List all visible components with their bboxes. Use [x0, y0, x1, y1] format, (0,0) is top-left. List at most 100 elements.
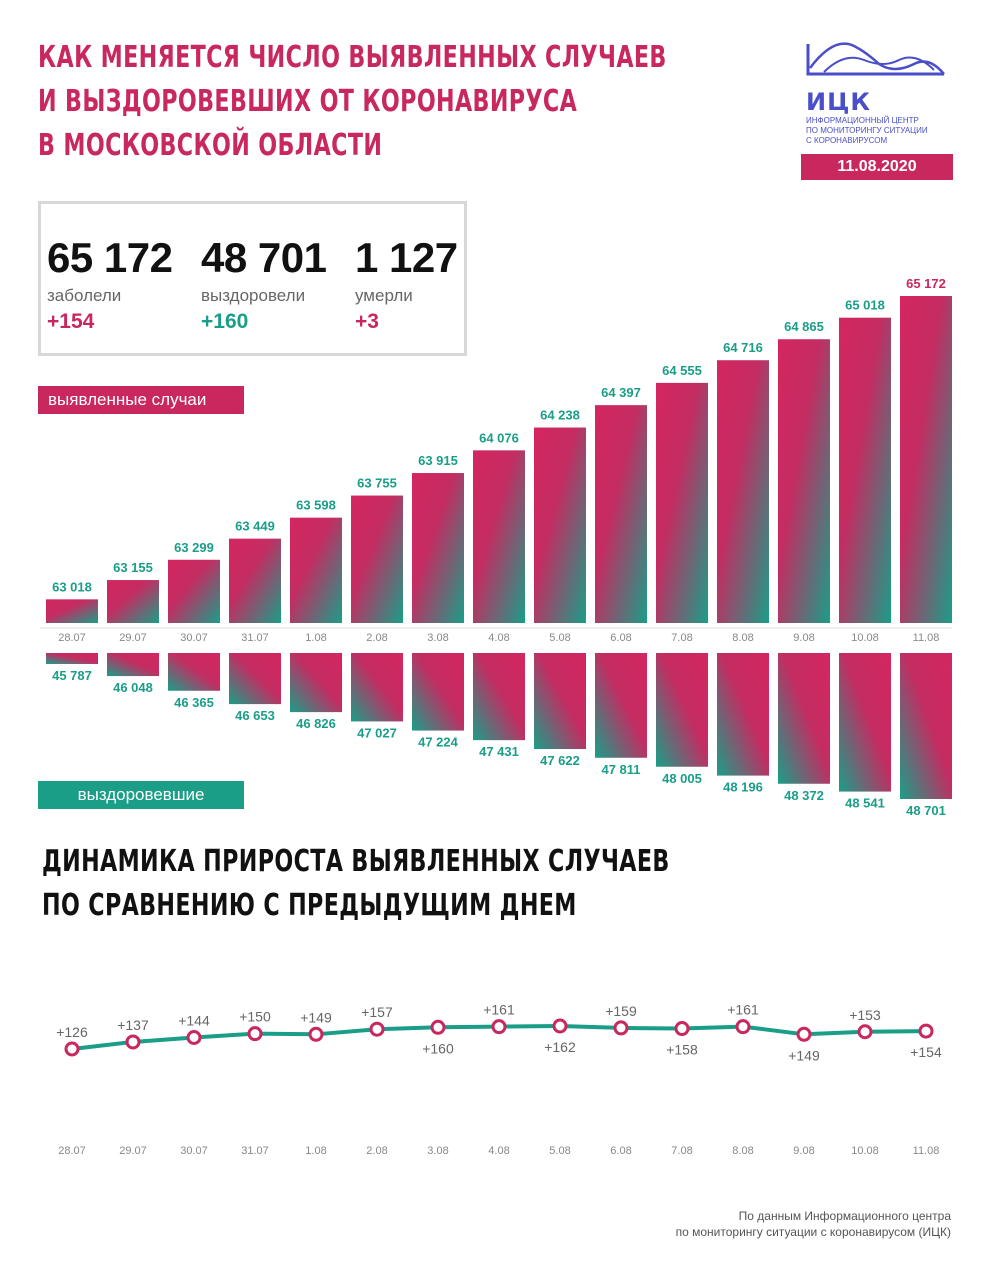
recovered-bar — [168, 653, 220, 691]
recovered-bar — [595, 653, 647, 758]
growth-point-label: +137 — [117, 1017, 149, 1033]
x-tick-label: 28.07 — [58, 632, 86, 644]
cases-bar-label: 65 172 — [906, 276, 946, 291]
recovered-bar-label: 46 653 — [235, 708, 275, 723]
x-tick-label: 10.08 — [851, 1145, 879, 1157]
growth-point — [247, 1026, 263, 1042]
recovered-bar — [534, 653, 586, 750]
x-tick-label: 29.07 — [119, 1145, 147, 1157]
cases-bar-label: 63 598 — [296, 498, 336, 513]
x-tick-label: 31.07 — [241, 632, 269, 644]
x-tick-label: 30.07 — [180, 1145, 208, 1157]
footer-line: по мониторингу ситуации с коронавирусом … — [675, 1225, 951, 1239]
x-tick-label: 30.07 — [180, 632, 208, 644]
stat-recovered: 48 701 выздоровели +160 — [201, 234, 327, 334]
recovered-bar-label: 47 622 — [540, 753, 580, 768]
x-tick-label: 7.08 — [671, 1145, 692, 1157]
growth-point-label: +157 — [361, 1004, 393, 1020]
cases-bar — [534, 427, 586, 623]
cases-bar-label: 63 299 — [174, 540, 214, 555]
recovered-bar — [290, 653, 342, 713]
stat-deaths: 1 127 умерли +3 — [355, 234, 458, 334]
recovered-bar-label: 48 372 — [784, 788, 824, 803]
logo-abbr: ИЦК — [806, 88, 871, 116]
recovered-bar — [229, 653, 281, 705]
x-tick-label: 11.08 — [913, 1145, 940, 1157]
recovered-bar — [107, 653, 159, 677]
icc-logo: ИЦК ИНФОРМАЦИОННЫЙ ЦЕНТР ПО МОНИТОРИНГУ … — [804, 38, 954, 145]
growth-point-label: +149 — [788, 1047, 820, 1063]
recovered-bar-label: 46 048 — [113, 680, 153, 695]
cases-bar-label: 64 716 — [723, 340, 763, 355]
recovered-bar-label: 46 365 — [174, 695, 214, 710]
stat-delta: +3 — [355, 310, 379, 333]
x-tick-label: 2.08 — [366, 1145, 387, 1157]
growth-point-label: +149 — [300, 1009, 332, 1025]
cases-bar-label: 64 865 — [784, 319, 824, 334]
x-tick-label: 3.08 — [427, 632, 448, 644]
title-line: В МОСКОВСКОЙ ОБЛАСТИ — [38, 128, 383, 163]
x-tick-label: 9.08 — [793, 1145, 814, 1157]
x-tick-label: 5.08 — [549, 1145, 570, 1157]
stat-delta: +154 — [47, 310, 95, 333]
recovered-bar-label: 47 027 — [357, 725, 397, 740]
cases-bar — [595, 405, 647, 623]
recovered-bar-label: 48 701 — [906, 803, 946, 818]
cases-bar — [656, 382, 708, 623]
logo-sub-line: ПО МОНИТОРИНГУ СИТУАЦИИ — [806, 126, 928, 135]
growth-point — [430, 1019, 446, 1035]
stat-value: 48 701 — [201, 234, 327, 281]
cases-bar — [900, 296, 952, 623]
cases-bar — [46, 599, 98, 623]
stat-label: заболели — [47, 286, 122, 305]
recovered-bar — [656, 653, 708, 767]
x-tick-label: 8.08 — [732, 632, 753, 644]
cases-bar-label: 63 915 — [418, 453, 458, 468]
cases-bar-label: 64 397 — [601, 385, 641, 400]
logo-subtitle: ИНФОРМАЦИОННЫЙ ЦЕНТР ПО МОНИТОРИНГУ СИТУ… — [806, 116, 966, 146]
growth-point-label: +161 — [483, 1002, 515, 1018]
cases-bar-label: 63 018 — [52, 579, 92, 594]
x-tick-label: 4.08 — [488, 632, 509, 644]
growth-point-label: +161 — [727, 1002, 759, 1018]
x-tick-label: 7.08 — [671, 632, 692, 644]
growth-point-label: +160 — [422, 1040, 454, 1056]
logo-sub-line: ИНФОРМАЦИОННЫЙ ЦЕНТР — [806, 116, 919, 125]
growth-point — [125, 1034, 141, 1050]
stat-label: умерли — [355, 286, 413, 305]
stat-delta: +160 — [201, 310, 249, 333]
recovered-bar — [412, 653, 464, 731]
subtitle-line: ПО СРАВНЕНИЮ С ПРЕДЫДУЩИМ ДНЕМ — [42, 888, 577, 923]
cases-bar — [107, 580, 159, 623]
cases-bar — [839, 317, 891, 623]
footer-source: По данным Информационного центра по мони… — [531, 1208, 951, 1240]
recovered-bar-label: 47 811 — [601, 762, 640, 777]
x-tick-label: 28.07 — [58, 1145, 86, 1157]
x-tick-label: 5.08 — [549, 632, 570, 644]
growth-point — [918, 1023, 934, 1039]
growth-point-label: +162 — [544, 1039, 576, 1055]
growth-point — [735, 1019, 751, 1035]
stat-cases: 65 172 заболели +154 — [47, 234, 173, 334]
growth-point — [369, 1021, 385, 1037]
growth-point-label: +159 — [605, 1003, 637, 1019]
cases-bar-label: 63 155 — [113, 560, 153, 575]
x-tick-label: 10.08 — [851, 632, 879, 644]
growth-point — [857, 1024, 873, 1040]
stat-label: выздоровели — [201, 286, 306, 305]
cases-bar — [717, 360, 769, 623]
x-tick-label: 6.08 — [610, 632, 631, 644]
cases-bar — [168, 559, 220, 623]
recovered-bar — [900, 653, 952, 799]
x-tick-label: 4.08 — [488, 1145, 509, 1157]
cases-bar — [351, 495, 403, 623]
recovered-bar — [778, 653, 830, 784]
x-tick-label: 3.08 — [427, 1145, 448, 1157]
growth-point — [552, 1018, 568, 1034]
cases-bar — [412, 473, 464, 623]
x-tick-label: 11.08 — [913, 632, 940, 644]
stat-value: 65 172 — [47, 234, 173, 281]
recovered-bar-label: 47 224 — [418, 735, 459, 750]
cases-bar-label: 64 238 — [540, 408, 580, 423]
